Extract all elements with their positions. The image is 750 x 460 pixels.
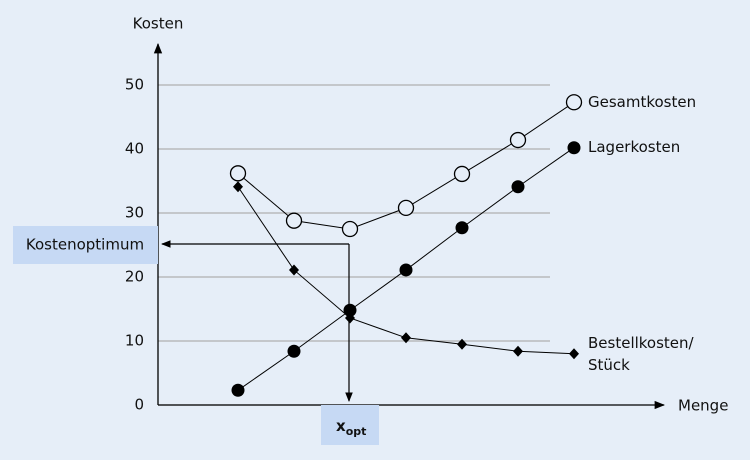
point <box>565 94 583 111</box>
series-label: Lagerkosten <box>588 138 680 156</box>
y-tick-label: 30 <box>125 204 144 222</box>
xopt-sub: opt <box>346 425 367 438</box>
point <box>567 141 581 155</box>
series-label: Bestellkosten/Stück <box>588 333 695 373</box>
point <box>345 312 355 324</box>
point <box>453 165 471 183</box>
point <box>287 344 301 358</box>
optimum-box <box>13 226 158 264</box>
y-tick-label: 40 <box>125 140 144 158</box>
point <box>513 345 523 357</box>
y-tick-label: 0 <box>134 396 144 414</box>
point <box>343 303 357 317</box>
xopt-label: xopt <box>336 417 366 439</box>
xopt-main: x <box>336 417 346 435</box>
series-label: Gesamtkosten <box>588 93 696 111</box>
point <box>341 220 359 238</box>
point <box>399 263 413 277</box>
point <box>457 338 467 350</box>
point <box>289 264 299 276</box>
x-axis-title: Menge <box>678 397 728 415</box>
point <box>397 199 415 217</box>
point <box>569 348 579 360</box>
xopt-box <box>321 405 379 445</box>
point <box>285 212 303 229</box>
point <box>233 181 243 193</box>
y-tick-label: 10 <box>125 332 144 350</box>
optimum-label: Kostenoptimum <box>26 236 144 254</box>
y-tick-label: 50 <box>125 76 144 94</box>
point <box>509 131 527 149</box>
point <box>511 180 525 194</box>
point <box>229 165 247 182</box>
y-tick-label: 20 <box>125 268 144 286</box>
point <box>231 383 245 397</box>
y-axis-title: Kosten <box>133 15 184 33</box>
point <box>455 221 469 235</box>
point <box>401 332 411 344</box>
